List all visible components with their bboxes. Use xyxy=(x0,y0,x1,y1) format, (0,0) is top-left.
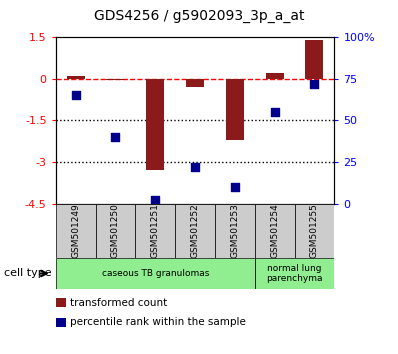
Text: GSM501253: GSM501253 xyxy=(230,204,239,258)
Bar xyxy=(56,258,255,289)
Bar xyxy=(175,204,215,258)
Text: GSM501249: GSM501249 xyxy=(71,204,80,258)
Text: GSM501250: GSM501250 xyxy=(111,204,120,258)
Point xyxy=(271,109,278,115)
Point xyxy=(232,184,238,190)
Bar xyxy=(67,76,85,79)
Text: GSM501254: GSM501254 xyxy=(270,204,279,258)
Bar xyxy=(215,204,255,258)
Text: cell type: cell type xyxy=(4,268,52,279)
Bar xyxy=(96,204,135,258)
Text: GDS4256 / g5902093_3p_a_at: GDS4256 / g5902093_3p_a_at xyxy=(94,9,304,23)
Point xyxy=(152,198,158,203)
Bar xyxy=(135,204,175,258)
Bar xyxy=(56,204,96,258)
Point xyxy=(311,81,318,87)
Bar xyxy=(255,258,334,289)
Bar xyxy=(226,79,244,140)
Bar xyxy=(265,73,283,79)
Bar xyxy=(186,79,204,87)
Bar xyxy=(146,79,164,170)
Text: GSM501255: GSM501255 xyxy=(310,204,319,258)
Text: GSM501251: GSM501251 xyxy=(151,204,160,258)
Point xyxy=(112,134,119,140)
Bar xyxy=(295,204,334,258)
Bar xyxy=(306,40,323,79)
Text: caseous TB granulomas: caseous TB granulomas xyxy=(101,269,209,278)
Point xyxy=(72,92,79,98)
Text: transformed count: transformed count xyxy=(70,298,167,308)
Text: GSM501252: GSM501252 xyxy=(191,204,199,258)
Text: percentile rank within the sample: percentile rank within the sample xyxy=(70,317,246,327)
Bar xyxy=(255,204,295,258)
Point xyxy=(192,164,198,170)
Text: normal lung
parenchyma: normal lung parenchyma xyxy=(266,264,323,283)
Bar xyxy=(107,79,124,80)
